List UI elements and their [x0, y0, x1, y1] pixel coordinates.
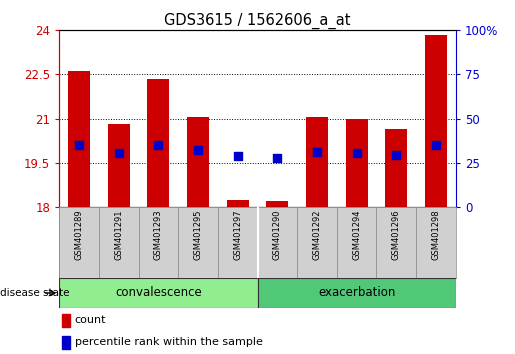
Bar	[178, 207, 218, 278]
Text: GSM401290: GSM401290	[273, 209, 282, 260]
Bar	[346, 119, 368, 207]
Point	[75, 142, 83, 148]
Bar	[59, 207, 99, 278]
Bar	[59, 278, 258, 308]
Bar	[227, 200, 249, 207]
Point	[432, 142, 440, 148]
Bar	[147, 79, 169, 207]
Point	[392, 153, 401, 158]
Text: GSM401292: GSM401292	[313, 209, 321, 260]
Text: GSM401296: GSM401296	[392, 209, 401, 260]
Bar	[68, 72, 90, 207]
Text: GSM401294: GSM401294	[352, 209, 361, 260]
Text: GSM401291: GSM401291	[114, 209, 123, 260]
Point	[194, 148, 202, 153]
Bar	[416, 207, 456, 278]
Text: exacerbation: exacerbation	[318, 286, 396, 299]
Bar	[306, 117, 328, 207]
Bar	[62, 314, 70, 327]
Bar	[425, 34, 447, 207]
Bar	[266, 201, 288, 207]
Text: GSM401298: GSM401298	[432, 209, 440, 260]
Text: GSM401289: GSM401289	[75, 209, 83, 260]
Point	[273, 155, 281, 160]
Bar	[258, 207, 297, 278]
Bar	[218, 207, 258, 278]
Bar	[99, 207, 139, 278]
Point	[154, 142, 163, 148]
Text: GSM401295: GSM401295	[194, 209, 202, 260]
Text: GSM401297: GSM401297	[233, 209, 242, 260]
Bar	[337, 207, 376, 278]
Text: GSM401293: GSM401293	[154, 209, 163, 260]
Bar	[297, 207, 337, 278]
Bar	[376, 207, 416, 278]
Text: convalescence: convalescence	[115, 286, 202, 299]
Bar	[139, 207, 178, 278]
Point	[313, 149, 321, 154]
Point	[352, 150, 360, 155]
Text: percentile rank within the sample: percentile rank within the sample	[75, 337, 263, 348]
Text: disease state: disease state	[0, 288, 70, 298]
Bar	[108, 125, 130, 207]
Bar	[258, 278, 456, 308]
Point	[234, 153, 242, 159]
Point	[114, 150, 123, 155]
Text: count: count	[75, 315, 106, 325]
Bar	[62, 336, 70, 349]
Bar	[187, 117, 209, 207]
Bar	[385, 129, 407, 207]
Title: GDS3615 / 1562606_a_at: GDS3615 / 1562606_a_at	[164, 12, 351, 29]
